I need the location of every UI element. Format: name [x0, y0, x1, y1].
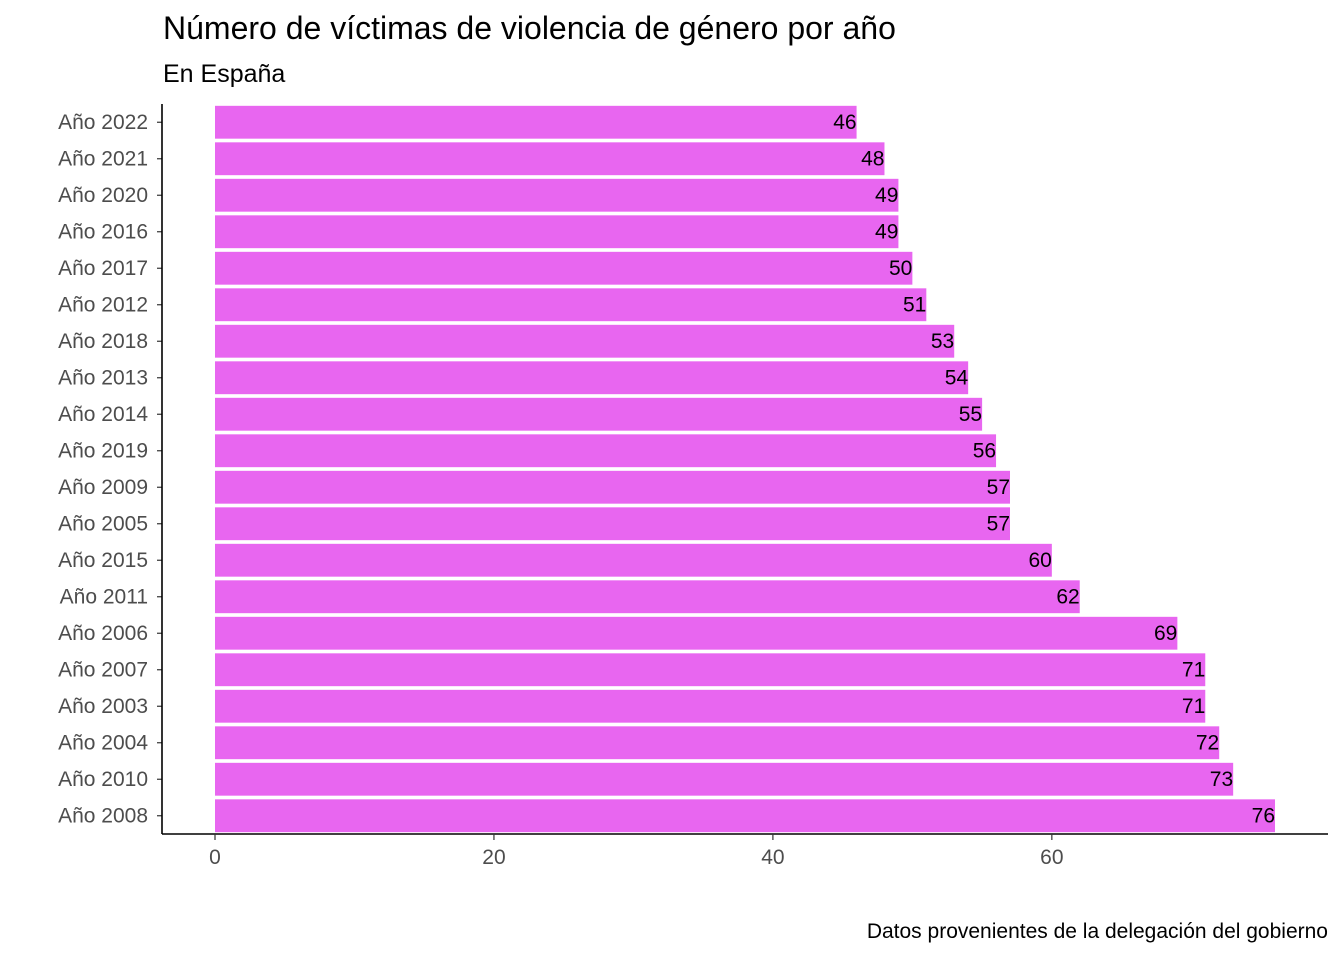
y-tick-label: Año 2011 [60, 585, 148, 608]
bar-año-2021 [215, 142, 885, 176]
bars-layer [215, 105, 1275, 833]
x-tick-label: 0 [209, 846, 221, 869]
y-tick-label: Año 2010 [58, 768, 148, 791]
data-label: 71 [1182, 658, 1205, 681]
data-label: 48 [861, 147, 884, 170]
y-tick-label: Año 2009 [58, 476, 148, 499]
bar-año-2012 [215, 288, 927, 322]
bar-año-2011 [215, 580, 1080, 614]
data-label: 72 [1196, 731, 1219, 754]
data-label: 50 [889, 257, 912, 280]
bar-año-2006 [215, 616, 1178, 650]
y-tick-label: Año 2018 [58, 330, 148, 353]
y-tick-label: Año 2007 [58, 658, 148, 681]
y-tick-label: Año 2005 [58, 512, 148, 535]
data-label: 57 [987, 512, 1010, 535]
y-tick-label: Año 2006 [58, 622, 148, 645]
bar-año-2010 [215, 762, 1234, 796]
data-label: 54 [945, 366, 969, 389]
y-tick-label: Año 2003 [58, 695, 148, 718]
y-tick-label: Año 2021 [58, 147, 148, 170]
y-tick-label: Año 2008 [58, 804, 148, 827]
data-label: 60 [1028, 549, 1051, 572]
bar-año-2004 [215, 726, 1220, 760]
bar-año-2017 [215, 251, 913, 285]
bar-año-2018 [215, 324, 955, 358]
data-label: 46 [833, 111, 856, 134]
data-label: 53 [931, 330, 954, 353]
bar-año-2019 [215, 434, 997, 468]
bar-año-2016 [215, 215, 899, 249]
y-tick-label: Año 2013 [58, 366, 148, 389]
chart-title: Número de víctimas de violencia de géner… [163, 10, 896, 46]
x-tick-label: 40 [761, 846, 784, 869]
data-label: 57 [987, 476, 1010, 499]
y-tick-label: Año 2014 [58, 403, 148, 426]
data-label: 71 [1182, 695, 1205, 718]
data-label: 76 [1252, 804, 1275, 827]
y-tick-label: Año 2017 [58, 257, 148, 280]
y-tick-label: Año 2020 [58, 184, 148, 207]
bar-año-2022 [215, 105, 857, 139]
bar-año-2005 [215, 507, 1010, 541]
x-tick-label: 60 [1040, 846, 1063, 869]
bar-año-2003 [215, 689, 1206, 723]
x-tick-label: 20 [482, 846, 505, 869]
y-tick-label: Año 2012 [58, 293, 148, 316]
bar-año-2009 [215, 470, 1010, 504]
axes-layer: Año 2022 Año 2021 Año 2020 Año 2016 Año 2017… [58, 104, 1328, 869]
bar-año-2008 [215, 799, 1275, 833]
chart-subtitle: En España [163, 60, 286, 88]
data-label: 55 [959, 403, 982, 426]
y-tick-label: Año 2016 [58, 220, 148, 243]
y-tick-label: Año 2004 [58, 731, 148, 754]
bar-año-2007 [215, 653, 1206, 687]
data-label: 73 [1210, 768, 1233, 791]
bar-año-2014 [215, 397, 983, 431]
y-tick-label: Año 2019 [58, 439, 148, 462]
data-label: 62 [1056, 585, 1079, 608]
bar-año-2013 [215, 361, 969, 395]
data-label: 69 [1154, 622, 1177, 645]
bar-año-2020 [215, 178, 899, 212]
y-tick-label: Año 2015 [58, 549, 148, 572]
y-tick-label: Año 2022 [58, 111, 148, 134]
data-label: 49 [875, 220, 898, 243]
chart-caption: Datos provenientes de la delegación del … [866, 920, 1328, 943]
data-label: 51 [903, 293, 926, 316]
data-label: 49 [875, 184, 898, 207]
bar-año-2015 [215, 543, 1052, 577]
data-label: 56 [973, 439, 996, 462]
